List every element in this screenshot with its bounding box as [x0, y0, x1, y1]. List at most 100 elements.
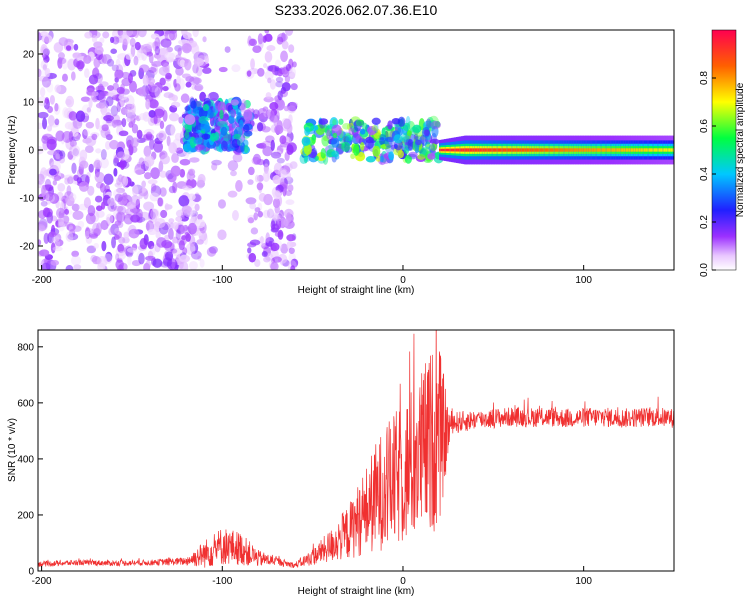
heatmap-cell — [566, 148, 569, 152]
heatmap-cell — [638, 148, 642, 152]
heatmap-blob — [179, 158, 191, 166]
heatmap-blob — [181, 73, 191, 79]
heatmap-blob — [243, 99, 251, 109]
heatmap-blob — [270, 220, 276, 230]
heatmap-cell — [662, 148, 665, 152]
heatmap-blob — [131, 30, 141, 37]
colorbar: 0.0 0.2 0.4 0.6 0.8 Normalized spectral ampl… — [699, 29, 746, 277]
heatmap-blob — [171, 153, 179, 164]
heatmap-blob — [353, 144, 360, 156]
heatmap-blob — [252, 45, 262, 54]
heatmap-cell — [476, 148, 479, 152]
heatmap-blob — [180, 214, 189, 222]
heatmap-blob — [153, 141, 164, 153]
heatmap-blob — [170, 124, 176, 136]
heatmap-cell — [605, 148, 608, 152]
heatmap-blob — [84, 145, 94, 154]
heatmap-blob — [276, 36, 284, 45]
heatmap-blob — [272, 211, 284, 222]
heatmap-blob — [88, 232, 99, 238]
heatmap-blob — [263, 163, 269, 174]
heatmap-cell — [499, 148, 502, 152]
heatmap-cell — [600, 148, 603, 152]
heatmap-blob — [228, 122, 234, 134]
heatmap-blob — [128, 72, 133, 84]
heatmap-blob — [261, 250, 268, 257]
heatmap-cell — [648, 148, 652, 152]
heatmap-blob — [169, 105, 178, 113]
heatmap-blob — [71, 250, 80, 258]
heatmap-blob — [83, 129, 90, 136]
heatmap-blob — [145, 222, 150, 231]
heatmap-blob — [120, 107, 128, 116]
heatmap-cell — [606, 148, 610, 152]
heatmap-cell — [533, 148, 536, 152]
colorbar-gradient — [711, 29, 737, 271]
heatmap-blob — [188, 261, 198, 270]
heatmap-blob — [64, 121, 74, 130]
heatmap-blob — [103, 173, 114, 185]
heatmap-blob — [40, 258, 51, 270]
heatmap-blob — [91, 133, 98, 141]
heatmap-blob — [265, 109, 273, 120]
heatmap-blob — [192, 77, 202, 85]
heatmap-blob — [76, 177, 82, 184]
heatmap-blob — [127, 254, 132, 266]
heatmap-blob — [84, 68, 90, 79]
heatmap-blob — [62, 107, 69, 119]
heatmap-blob — [52, 235, 60, 242]
heatmap-blob — [168, 142, 178, 154]
heatmap-cell — [585, 148, 588, 152]
heatmap-blob — [111, 64, 119, 72]
colorbar-ticks: 0.0 0.2 0.4 0.6 0.8 — [699, 71, 716, 277]
heatmap-blob — [180, 93, 190, 104]
heatmap-blob — [200, 120, 210, 132]
heatmap-blob — [184, 105, 191, 111]
heatmap-blob — [143, 201, 155, 211]
heatmap-blob — [246, 70, 252, 77]
heatmap-blob — [206, 247, 217, 257]
heatmap-blob — [174, 83, 181, 92]
heatmap-blob — [138, 191, 144, 199]
heatmap-blob — [430, 143, 437, 152]
heatmap-blob — [121, 117, 127, 128]
heatmap-blob — [44, 193, 56, 203]
heatmap-blob — [94, 257, 102, 265]
heatmap-blob — [304, 126, 311, 137]
heatmap-blob — [423, 120, 434, 129]
heatmap-blob — [132, 184, 139, 197]
heatmap-blob — [257, 33, 264, 45]
heatmap-cell — [544, 148, 548, 152]
heatmap-blob — [202, 67, 212, 74]
heatmap-blob — [46, 138, 57, 151]
heatmap-blob — [283, 118, 292, 130]
heatmap-blob — [263, 209, 271, 219]
snr-series-line — [38, 330, 674, 569]
heatmap-cell — [593, 148, 596, 152]
colorbar-tick-label: 0.8 — [699, 71, 710, 85]
heatmap-blob — [197, 255, 202, 261]
heatmap-blob — [194, 218, 206, 229]
heatmap-blob — [353, 119, 362, 132]
heatmap-blob — [44, 36, 50, 45]
heatmap-blob — [183, 224, 189, 232]
heatmap-cell — [667, 148, 670, 152]
heatmap-blob — [283, 218, 289, 227]
heatmap-blob — [277, 90, 283, 101]
heatmap-blob — [38, 173, 45, 185]
heatmap-blob — [49, 94, 55, 105]
heatmap-cell — [625, 148, 628, 152]
heatmap-cell — [563, 148, 566, 152]
heatmap-blob — [47, 114, 55, 127]
heatmap-cell — [591, 148, 595, 152]
heatmap-blob — [154, 106, 166, 117]
heatmap-blob — [199, 258, 205, 268]
heatmap-x-ticks: -200 -100 0 100 — [32, 265, 592, 286]
heatmap-blob — [124, 30, 134, 37]
heatmap-blob — [280, 169, 287, 179]
heatmap-blob — [284, 75, 291, 83]
heatmap-blob — [286, 171, 292, 181]
heatmap-cell — [536, 148, 539, 152]
heatmap-blob — [292, 61, 297, 68]
heatmap-blob — [129, 37, 136, 47]
